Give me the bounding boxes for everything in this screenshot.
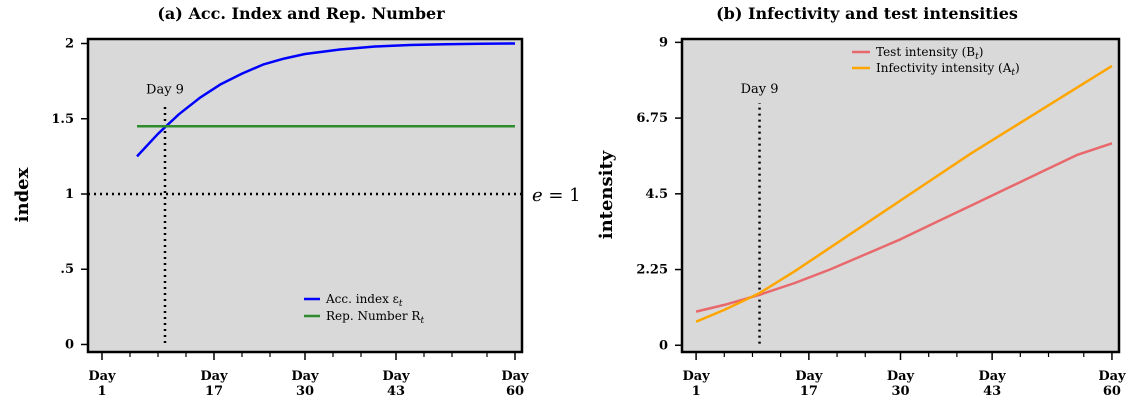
- panel-b-annotations: Day 9: [741, 82, 779, 344]
- y-tick-label: .5: [60, 262, 74, 277]
- x-tick-label: 17: [800, 384, 818, 399]
- x-tick-label: 17: [205, 384, 223, 399]
- x-tick-label: 60: [1103, 384, 1121, 399]
- panel-a-annotations: e = 1 Day 9: [88, 83, 581, 343]
- x-tick-label: Day: [887, 369, 915, 384]
- x-tick-label: 30: [296, 384, 314, 399]
- legend-label-test-intensity: Test intensity (Bt): [876, 45, 983, 62]
- legend-label-rep-number: Rep. Number Rt: [326, 309, 424, 326]
- series-line-0: [136, 42, 516, 158]
- y-tick-label: 0: [659, 338, 668, 353]
- y-tick-label: 1.5: [51, 112, 74, 127]
- panel-b-y-axis-label: intensity: [596, 150, 617, 239]
- panel-b: (b) Infectivity and test intensities int…: [596, 4, 1126, 399]
- series-line-1: [695, 64, 1113, 323]
- panel-a-y-axis-label: index: [12, 167, 33, 222]
- panel-a-e-equals-1-label: e = 1: [532, 185, 581, 206]
- x-tick-label: 43: [387, 384, 405, 399]
- panel-a-title: (a) Acc. Index and Rep. Number: [157, 4, 445, 23]
- panel-b-series: [695, 64, 1113, 323]
- x-tick-label: 60: [506, 384, 524, 399]
- x-tick-label: Day: [291, 369, 319, 384]
- x-tick-label: Day: [501, 369, 529, 384]
- series-line-0: [695, 142, 1113, 313]
- panel-a-legend: Acc. index εt Rep. Number Rt: [304, 292, 424, 326]
- x-tick-label: Day: [1098, 369, 1126, 384]
- x-tick-label: 1: [692, 384, 701, 399]
- y-tick-label: 9: [659, 35, 668, 50]
- panel-a: (a) Acc. Index and Rep. Number index 0 .5…: [12, 4, 581, 399]
- x-tick-label: 30: [891, 384, 909, 399]
- panel-a-y-ticks: 0 .5 1 1.5 2: [51, 37, 88, 352]
- x-tick-label: Day: [200, 369, 228, 384]
- y-tick-label: 4.5: [645, 187, 668, 202]
- y-tick-label: 6.75: [636, 111, 668, 126]
- x-tick-label: Day: [795, 369, 823, 384]
- x-tick-label: 43: [983, 384, 1001, 399]
- legend-label-acc-index: Acc. index εt: [325, 292, 403, 309]
- panel-a-day9-label: Day 9: [146, 83, 184, 98]
- legend-label-infectivity-intensity: Infectivity intensity (At): [876, 61, 1020, 78]
- panel-b-y-ticks: 0 2.25 4.5 6.75 9: [636, 35, 682, 353]
- panel-b-title: (b) Infectivity and test intensities: [716, 4, 1018, 23]
- y-tick-label: 2.25: [636, 263, 668, 278]
- x-tick-label: Day: [978, 369, 1006, 384]
- panel-a-series: [136, 42, 516, 158]
- panel-b-plot-area: [680, 37, 1121, 354]
- x-tick-label: Day: [382, 369, 410, 384]
- y-tick-label: 2: [65, 37, 74, 52]
- y-tick-label: 0: [65, 337, 74, 352]
- x-tick-label: 1: [97, 384, 106, 399]
- x-tick-label: Day: [682, 369, 710, 384]
- x-tick-label: Day: [88, 369, 116, 384]
- panel-b-legend: Test intensity (Bt) Infectivity intensit…: [852, 45, 1020, 78]
- panel-b-day9-label: Day 9: [741, 82, 779, 97]
- y-tick-label: 1: [65, 187, 74, 202]
